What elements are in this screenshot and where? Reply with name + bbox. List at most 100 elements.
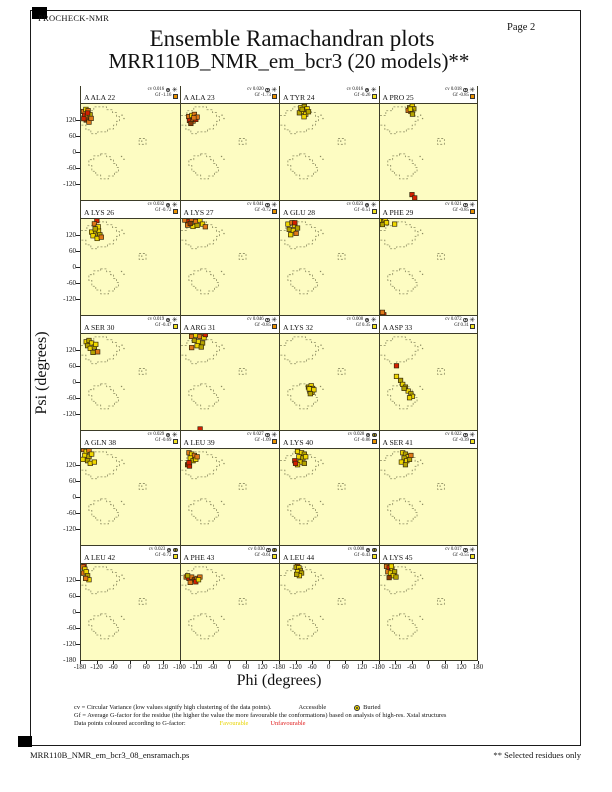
residue-label: A LEU 42 [84,553,116,562]
buried-icon [354,705,361,711]
y-tick-mark [76,184,80,185]
cell-header: A LEU 39 cv 0.027 ✳ Gf -1.09 [180,431,279,448]
x-tick-mark [245,661,247,664]
clock-icon [165,317,171,323]
residue-label: A PRO 25 [382,93,414,102]
ramachandran-plot [180,563,279,661]
gf-value: Gf -0.72 [155,208,172,214]
residue-label: A LEU 44 [283,553,315,562]
x-tick-label: 60 [142,664,150,671]
y-tick-mark [76,283,80,284]
x-tick-label: -120 [388,664,402,671]
cell-header: A PHE 29 cv 0.021 ✳ Gf -0.85 [379,201,477,218]
y-tick-label: -120 [63,180,76,188]
y-tick-label: 0 [72,263,77,271]
x-axis-title: Phi (degrees) [236,672,322,689]
x-tick-label: 0 [327,664,331,671]
y-tick-label: -120 [63,410,76,418]
residue-label: A ASP 33 [382,323,413,332]
y-tick-mark [76,465,80,466]
x-tick-label: -60 [307,664,317,671]
clock-icon [364,87,370,93]
clock-icon [166,547,172,553]
y-tick-mark [76,644,80,645]
cv-value: cv 0.028 [347,432,365,437]
x-tick-label: -120 [289,664,302,671]
gfactor-square-icon [371,439,377,444]
x-tick-mark [262,661,264,664]
y-tick-label: 120 [65,576,77,584]
gfactor-square-icon [470,439,475,444]
legend-favourable-label: Favourable [219,720,249,727]
ramachandran-cell: A ALA 23 cv 0.020 ✳ Gf -1.73 [179,86,279,201]
y-tick-label: -60 [66,394,76,402]
x-tick-mark [461,661,463,664]
gfactor-square-icon [272,209,277,214]
ramachandran-cell: A ALA 22 cv 0.016 ✳ Gf -1.16 [80,86,180,201]
ramachandran-cell: A LYS 26 cv 0.032 ✳ Gf -0.72 [80,201,180,316]
x-tick-label: -60 [108,664,118,671]
cell-header: A TYR 24 cv 0.016 ✳ Gf -0.26 [280,86,379,103]
cv-value: cv 0.046 [247,317,264,322]
cv-value: cv 0.019 [147,317,165,322]
ramachandran-plot [81,333,180,431]
legend: cv = Circular Variance (low values signi… [74,704,544,728]
cell-annotations: cv 0.028 Gf -0.86 [348,432,377,444]
clock-icon [165,202,171,208]
cell-header: A LEU 44 cv 0.008 Gf -0.43 [280,546,379,563]
y-tick-label: 0 [72,148,77,156]
y-tick-mark [76,580,80,581]
x-tick-label: 0 [426,664,430,671]
y-tick-mark [76,168,80,169]
cell-header: A LYS 27 cv 0.041 ✳ Gf -0.72 [180,201,279,218]
residue-label: A LYS 45 [382,553,413,562]
gfactor-square-icon [470,209,475,214]
y-tick-label: -60 [66,279,76,287]
ramachandran-plot [379,333,477,431]
cell-annotations: cv 0.023 ✳ Gf -0.51 [347,202,377,214]
legend-gf-text: Gf = Average G-factor for the residue (t… [74,712,447,719]
cv-value: cv 0.027 [247,432,264,437]
y-tick-mark [76,382,80,383]
gf-value: Gf -0.72 [254,208,271,214]
accessible-icon: ✳ [469,431,475,440]
ramachandran-plot [180,103,279,201]
x-tick-mark [478,661,479,664]
residue-label: A LYS 40 [283,438,314,447]
ramachandran-plot [280,333,379,431]
y-tick-mark [76,120,80,121]
accessible-icon: ✳ [271,201,277,210]
legend-cv-text: cv = Circular Variance (low values signi… [74,704,272,711]
residue-label: A PHE 29 [382,208,414,217]
clock-icon [463,202,468,208]
cv-value: cv 0.072 [445,317,462,322]
x-tick-mark [444,661,446,664]
cell-annotations: cv 0.046 ✳ Gf -0.85 [247,317,277,329]
x-tick-mark [328,661,330,664]
clock-icon [265,87,270,93]
x-tick-label: 0 [128,664,132,671]
x-tick-label: -180 [372,664,385,671]
gf-value: Gf -0.26 [354,93,371,99]
cv-value: cv 0.021 [445,202,462,207]
gfactor-square-icon [172,94,178,99]
cell-annotations: cv 0.020 ✳ Gf -1.73 [247,87,277,99]
x-tick-label: 120 [257,664,268,671]
gf-value: Gf -0.51 [354,208,371,214]
ramachandran-plot [81,103,180,201]
ramachandran-cell: A LYS 40 cv 0.028 Gf -0.86 [279,431,379,546]
ramachandran-cell: A PRO 25 cv 0.018 ✳ Gf -0.85 [378,86,478,201]
y-tick-label: 120 [65,346,77,354]
cv-value: cv 0.023 [346,202,364,207]
cell-header: A PRO 25 cv 0.018 ✳ Gf -0.85 [379,86,477,103]
ramachandran-plot [81,563,180,661]
ramachandran-plot [379,563,477,661]
y-tick-mark [76,299,80,300]
residue-label: A ALA 22 [84,93,116,102]
y-tick-label: 120 [65,231,77,239]
cv-value: cv 0.041 [247,202,264,207]
x-tick-mark [312,661,314,664]
legend-unfavourable-label: Unfavourable [270,720,306,727]
cv-value: cv 0.016 [346,87,364,92]
y-tick-label: 60 [69,132,76,140]
